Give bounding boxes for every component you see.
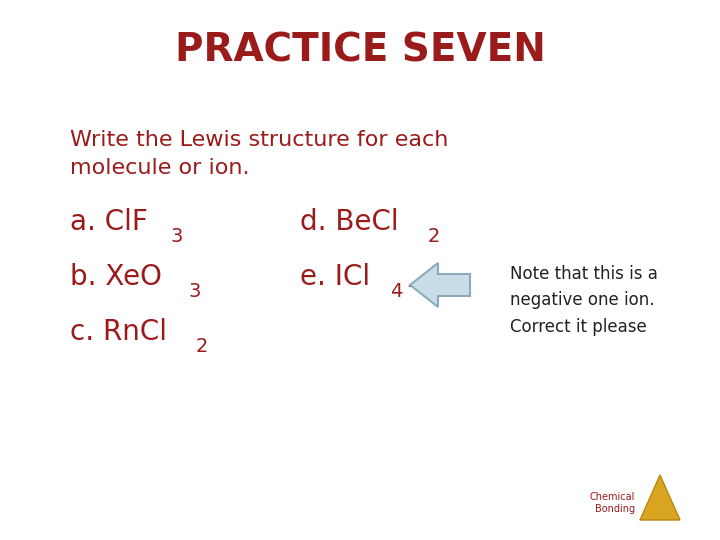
Text: Chemical
Bonding: Chemical Bonding [590, 492, 635, 515]
Text: b. XeO: b. XeO [70, 263, 162, 291]
Text: 3: 3 [171, 227, 183, 246]
Text: a. ClF: a. ClF [70, 208, 148, 236]
Text: c. RnCl: c. RnCl [70, 318, 167, 346]
Text: Note that this is a
negative one ion.
Correct it please: Note that this is a negative one ion. Co… [510, 265, 658, 336]
Polygon shape [410, 263, 470, 307]
Text: d. BeCl: d. BeCl [300, 208, 399, 236]
Text: 3: 3 [189, 282, 201, 301]
Text: 4: 4 [390, 282, 403, 301]
Text: PRACTICE SEVEN: PRACTICE SEVEN [174, 31, 546, 69]
Text: 2: 2 [195, 337, 207, 356]
Text: e. ICl: e. ICl [300, 263, 370, 291]
Text: Write the Lewis structure for each
molecule or ion.: Write the Lewis structure for each molec… [70, 130, 449, 178]
Polygon shape [640, 475, 680, 520]
Text: −: − [407, 278, 422, 296]
Text: 2: 2 [427, 227, 440, 246]
